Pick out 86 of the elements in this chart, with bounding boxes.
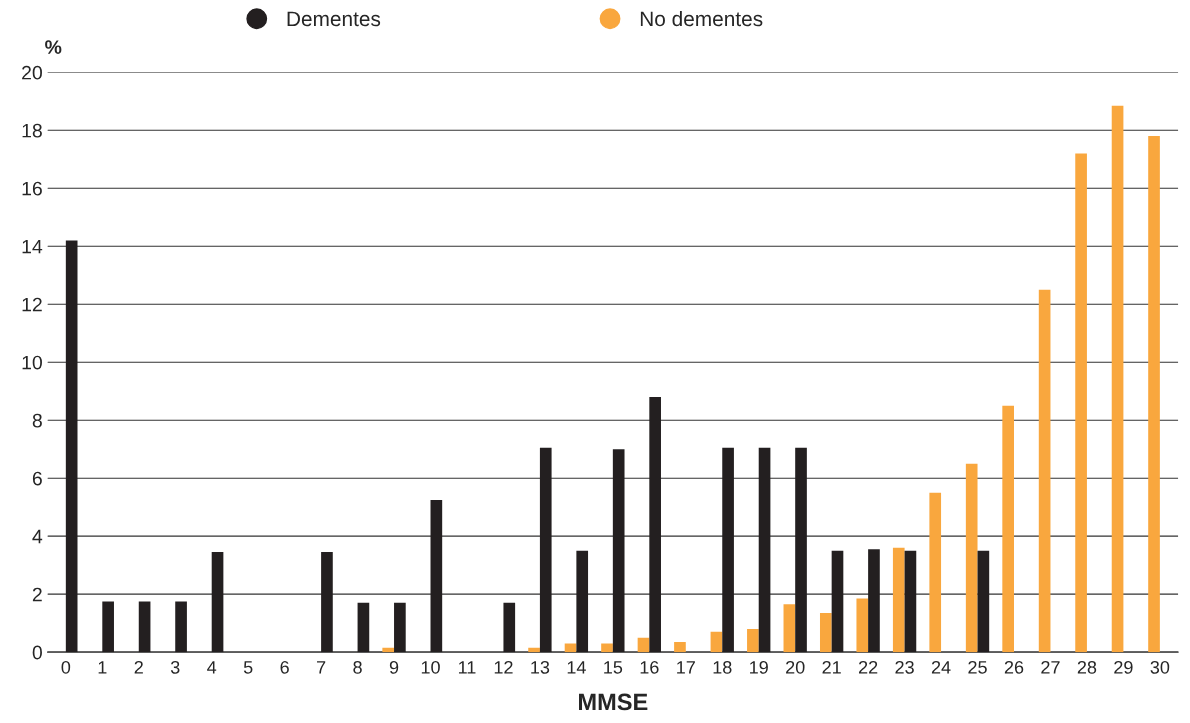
x-tick-label: 4 xyxy=(207,661,217,674)
bar xyxy=(576,550,589,653)
bar xyxy=(929,492,942,653)
y-tick-label: 12 xyxy=(22,297,42,312)
x-axis-title: MMSE xyxy=(579,693,648,711)
x-tick-label: 22 xyxy=(858,660,878,674)
bar xyxy=(892,547,905,653)
x-tick-label: 0 xyxy=(61,660,71,674)
x-tick-label: 23 xyxy=(895,660,914,674)
bar xyxy=(430,499,443,653)
x-tick-label: 17 xyxy=(677,661,695,674)
x-tick-label: 7 xyxy=(317,661,326,674)
bar xyxy=(977,550,990,653)
x-tick-label: 2 xyxy=(134,660,143,674)
x-tick-label: 1 xyxy=(98,661,107,674)
y-tick-label: 18 xyxy=(22,123,42,138)
x-tick-label: 13 xyxy=(531,660,550,674)
x-tick-label: 8 xyxy=(353,660,362,674)
bar xyxy=(382,647,395,653)
x-tick-label: 16 xyxy=(640,660,659,674)
bar xyxy=(904,550,917,653)
y-tick-label: 14 xyxy=(22,239,43,254)
bar xyxy=(1148,136,1160,653)
x-tick-label: 25 xyxy=(968,660,987,674)
bar xyxy=(394,602,406,653)
bar xyxy=(710,631,723,653)
legend-label: Dementes xyxy=(287,11,381,27)
bar xyxy=(819,613,832,653)
bar xyxy=(539,447,552,653)
x-tick-label: 3 xyxy=(170,660,180,674)
y-tick-label: 6 xyxy=(32,471,42,486)
y-tick-label: 10 xyxy=(22,355,42,370)
x-tick-label: 10 xyxy=(421,660,440,674)
y-axis-title: % xyxy=(45,40,62,54)
bar xyxy=(138,601,151,653)
x-tick-label: 28 xyxy=(1077,660,1097,674)
x-tick-label: 5 xyxy=(243,661,253,674)
x-tick-label: 14 xyxy=(567,661,586,674)
bar xyxy=(564,643,577,653)
bar xyxy=(211,552,224,653)
x-tick-label: 15 xyxy=(604,661,623,674)
legend-label: No dementes xyxy=(640,10,763,27)
x-tick-label: 6 xyxy=(280,660,289,674)
bar xyxy=(856,598,869,653)
y-tick-label: 4 xyxy=(32,529,43,544)
y-tick-label: 8 xyxy=(32,413,42,428)
x-tick-label: 29 xyxy=(1114,660,1133,674)
x-tick-label: 19 xyxy=(750,660,768,674)
x-tick-label: 24 xyxy=(931,660,951,674)
x-tick-label: 27 xyxy=(1041,660,1060,674)
bar xyxy=(175,601,187,653)
bar xyxy=(1002,405,1014,653)
x-tick-label: 9 xyxy=(389,660,399,674)
bar xyxy=(649,397,661,653)
bar xyxy=(1111,105,1124,653)
bar xyxy=(722,447,734,653)
bar xyxy=(783,604,796,653)
x-tick-label: 30 xyxy=(1150,660,1170,674)
x-tick-label: 18 xyxy=(713,660,732,674)
y-tick-label: 20 xyxy=(22,65,42,80)
bar xyxy=(965,463,978,653)
bar xyxy=(674,642,686,653)
bar xyxy=(102,601,114,653)
bar xyxy=(831,550,844,653)
bar xyxy=(528,647,540,653)
bar xyxy=(601,643,613,653)
x-tick-label: 12 xyxy=(494,660,513,674)
y-tick-label: 0 xyxy=(32,645,42,660)
bar xyxy=(503,602,516,653)
bar xyxy=(321,552,333,653)
x-tick-label: 21 xyxy=(822,660,841,674)
y-tick-label: 2 xyxy=(32,587,42,602)
bar xyxy=(612,449,625,653)
bar xyxy=(357,602,370,653)
x-tick-label: 11 xyxy=(458,661,476,674)
bar xyxy=(1075,153,1087,653)
bar xyxy=(758,447,771,653)
bar xyxy=(65,240,78,653)
y-tick-label: 16 xyxy=(22,181,42,196)
bar xyxy=(868,549,880,653)
bar xyxy=(637,637,650,653)
x-tick-label: 20 xyxy=(786,660,805,674)
x-tick-label: 26 xyxy=(1004,660,1024,674)
bar xyxy=(1038,289,1051,653)
bar xyxy=(747,628,759,653)
bar xyxy=(795,447,807,653)
